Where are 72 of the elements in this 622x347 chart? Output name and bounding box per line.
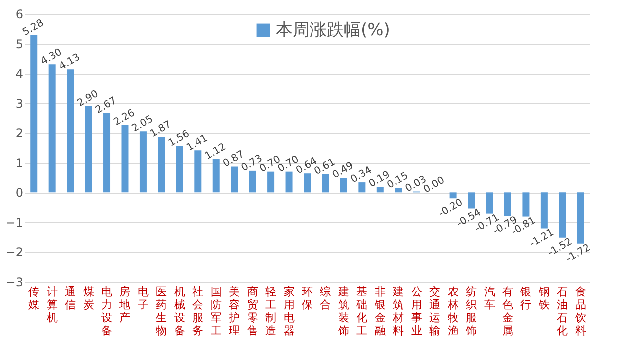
x-tick-label: 商贸零售 [247,286,258,338]
bar [67,70,74,193]
bar [85,106,92,193]
x-tick-label: 农林牧渔 [446,286,459,338]
bar [268,172,275,193]
bar [212,159,220,193]
bar [468,192,476,209]
x-tick-label: 计算机 [46,286,58,324]
x-tick-label: 煤炭 [83,286,94,312]
bar [540,192,548,229]
bar [176,146,184,193]
bar [450,192,457,199]
bar [340,178,348,193]
bar [249,170,256,193]
x-tick-label: 传媒 [28,286,40,312]
bar [286,172,293,193]
y-tick-label: 3 [16,96,24,111]
x-tick-label: 环保 [302,286,313,312]
data-label: 5.28 [21,18,46,39]
x-tick-label: 电力设备 [102,286,113,338]
bar [122,125,129,193]
bar [304,174,311,193]
bar [194,150,202,193]
x-tick-label: 医药生物 [156,286,168,338]
x-tick-label: 汽车 [484,286,496,312]
x-tick-label: 银行 [520,286,532,312]
x-tick-label: 钢铁 [538,286,550,312]
x-tick-label: 石油石化 [557,286,568,338]
bar [104,113,111,193]
x-tick-label: 建筑材料 [392,286,404,338]
bar [158,136,166,193]
bar [577,192,584,244]
x-tick-label: 美容护理 [228,286,240,338]
bar [522,192,530,217]
x-tick-label: 非银金融 [374,286,386,338]
bar [30,35,38,193]
x-tick-label: 社会服务 [192,286,204,338]
x-tick-label: 食品饮料 [574,286,586,338]
x-tick-label: 房地产 [118,286,131,324]
y-tick-label: 4 [16,67,24,82]
x-tick-label: 有色金属 [502,286,514,338]
x-tick-label: 机械设备 [174,286,186,338]
y-tick-label: −3 [6,276,24,290]
y-tick-label: −1 [6,216,24,230]
x-tick-label: 交通运输 [430,286,441,338]
x-tick-label: 综合 [320,286,332,312]
bar [376,187,384,193]
x-tick-label: 国防军工 [210,286,222,338]
bar [48,64,56,193]
bar [559,192,566,238]
y-tick-label: 2 [16,126,24,141]
bar [486,192,494,214]
y-tick-label: 1 [16,156,24,170]
x-tick-label: 通信 [65,286,76,312]
bar [322,174,330,193]
y-tick-label: 6 [16,8,24,22]
y-tick-label: 5 [16,37,24,52]
bar [140,132,147,193]
x-tick-label: 基础化工 [356,286,368,338]
y-tick-label: −2 [6,246,24,260]
legend-label: 本周涨跌幅(%) [276,20,390,40]
bar [504,192,512,216]
bar [231,166,238,193]
bar [395,188,402,193]
x-tick-label: 纺织服饰 [465,286,478,338]
x-tick-label: 家用电器 [284,286,295,338]
x-tick-label: 轻工制造 [266,286,277,338]
y-tick-label: 0 [16,186,24,200]
x-tick-label: 建筑装饰 [337,286,350,338]
x-tick-label: 公用事业 [411,286,422,338]
bar [358,182,366,193]
x-tick-label: 电子 [138,286,149,312]
